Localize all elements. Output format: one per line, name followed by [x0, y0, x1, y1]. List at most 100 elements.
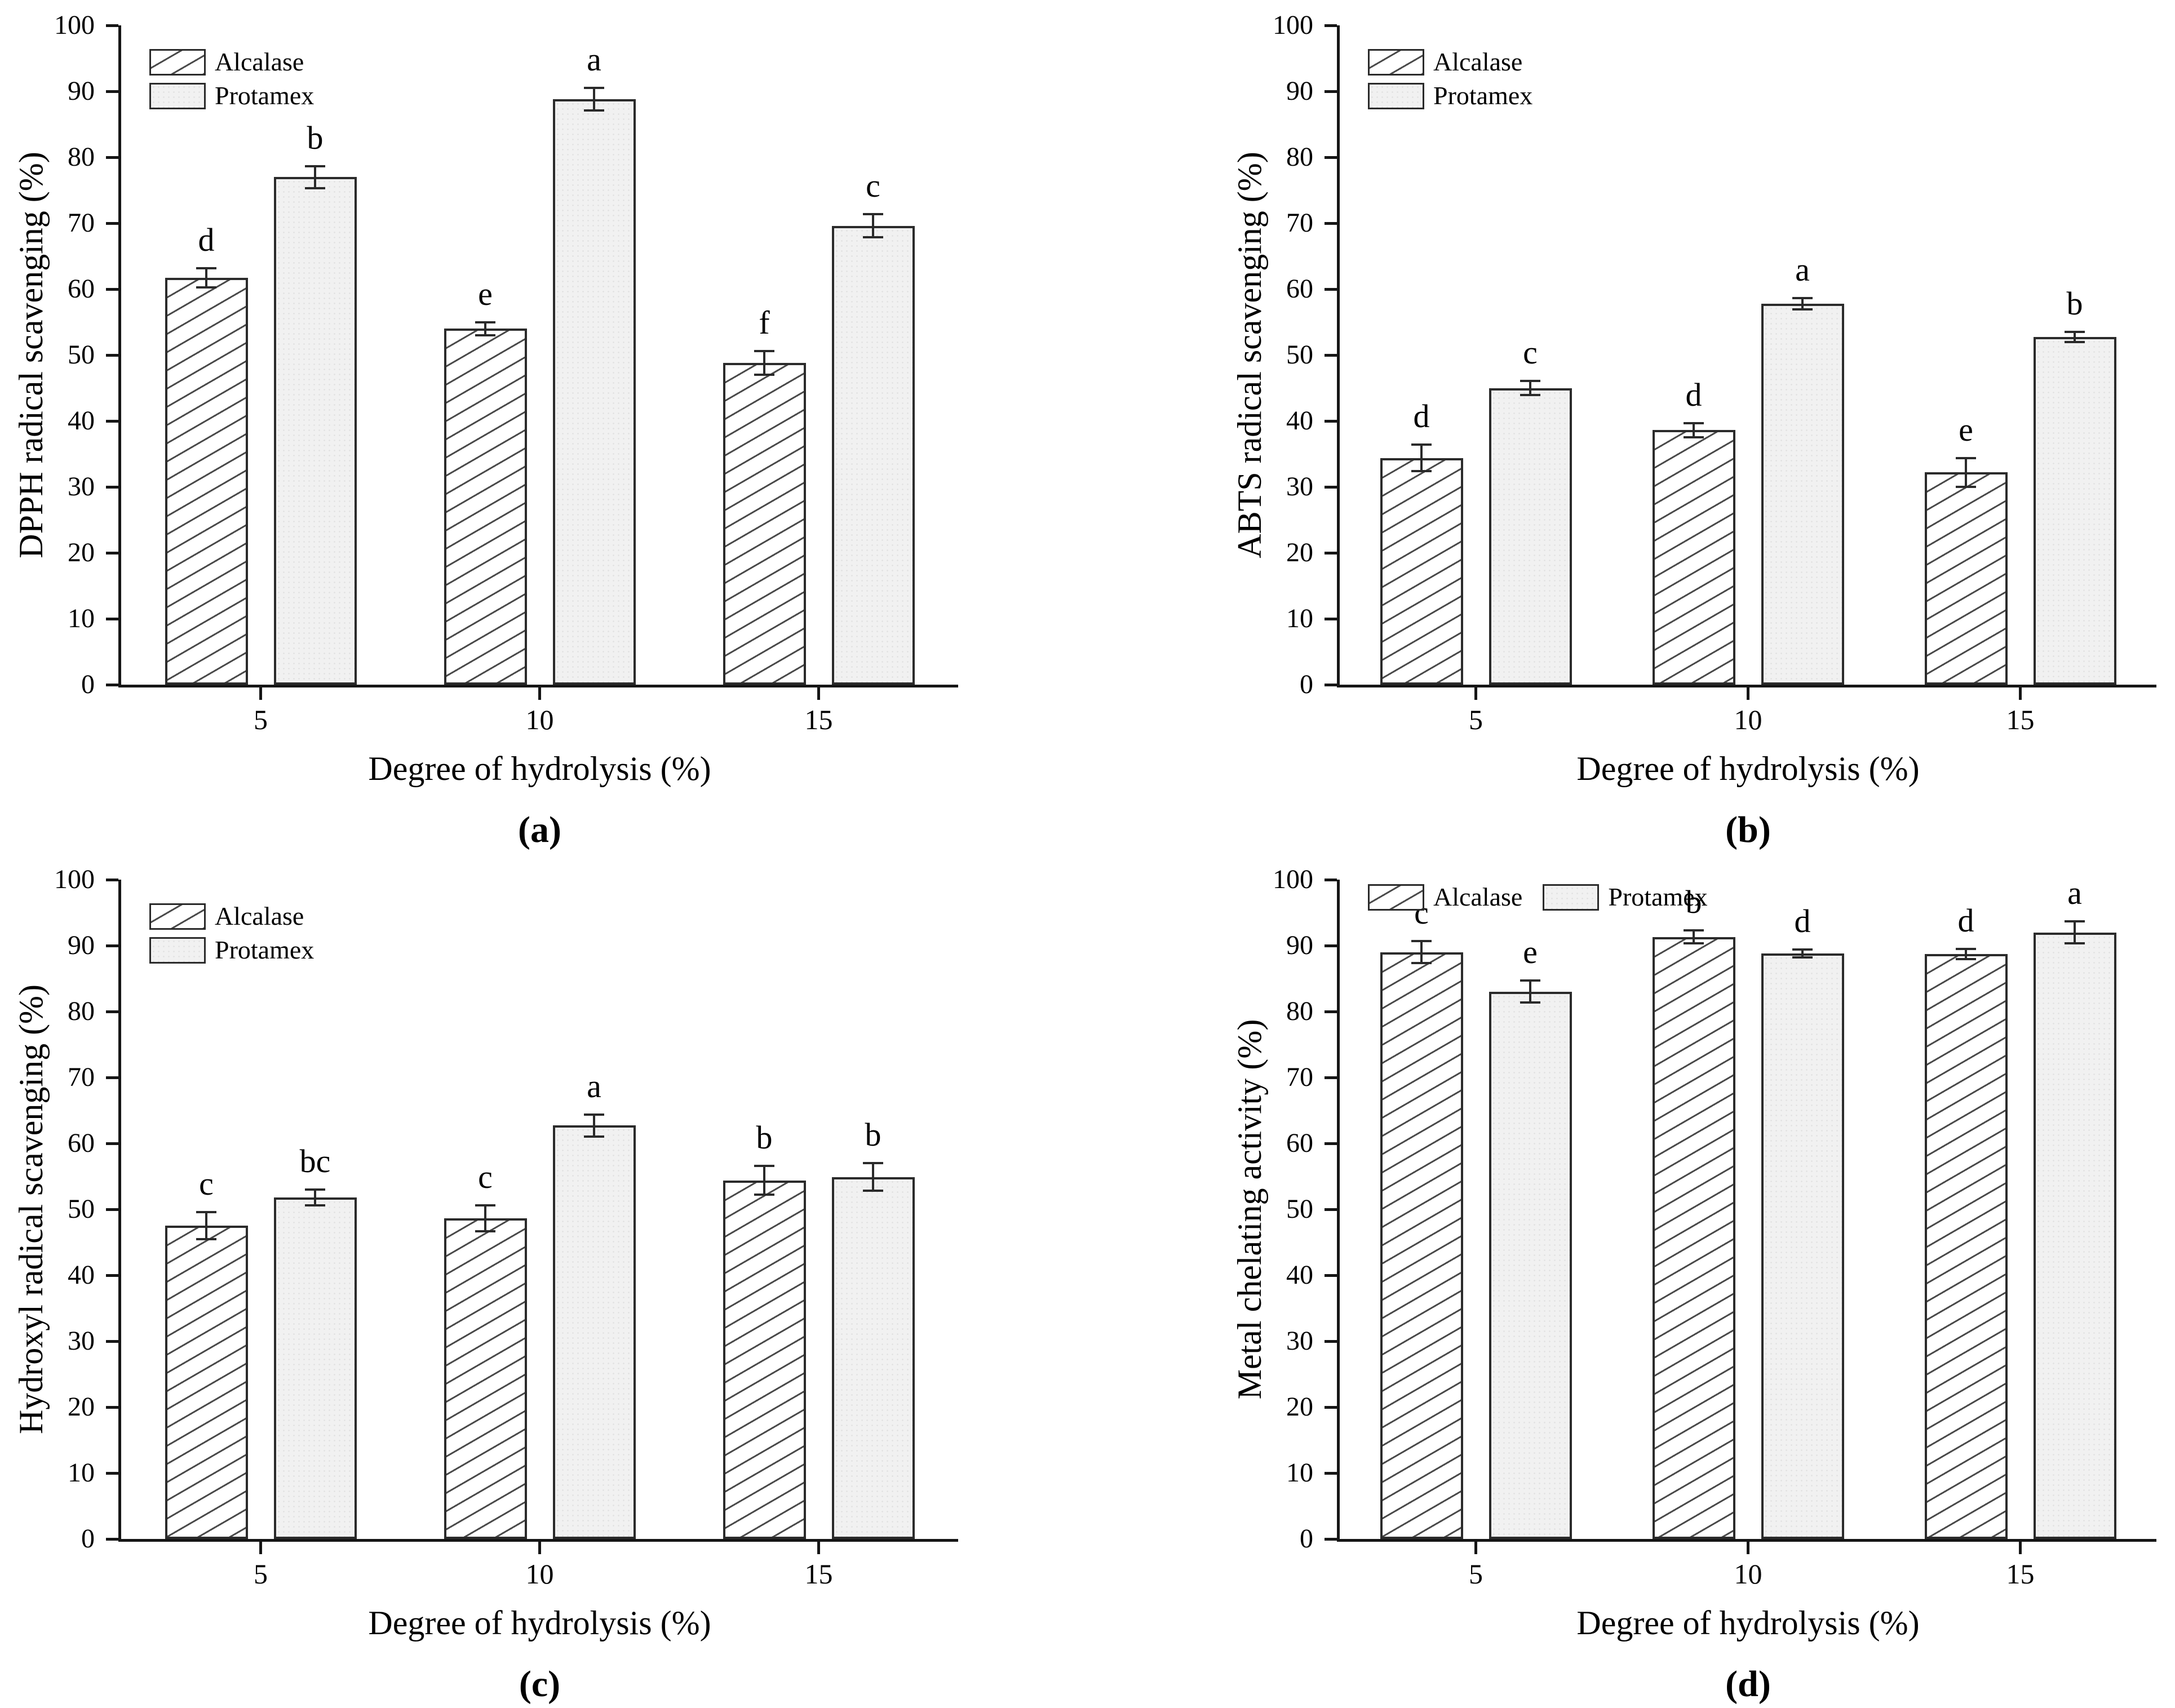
x-tick	[1474, 1542, 1477, 1554]
legend-item-protamex: Protamex	[149, 936, 314, 964]
y-tick	[106, 486, 118, 489]
sig-letter: d	[1413, 398, 1430, 435]
bar-alcalase-5	[165, 278, 248, 685]
bar-protamex-10	[552, 99, 636, 685]
legend-swatch-alcalase	[1368, 884, 1424, 911]
bar-alcalase-5	[1380, 458, 1463, 685]
y-axis-title: Hydroxyl radical scavenging (%)	[12, 984, 50, 1435]
error-bar-cap-bottom	[1411, 469, 1432, 472]
bar-protamex-5	[1489, 991, 1572, 1539]
legend: Alcalase Protamex	[1368, 883, 1708, 911]
panel-caption: (c)	[519, 1663, 561, 1705]
y-tick-label: 0	[1300, 669, 1313, 699]
x-tick	[2019, 687, 2022, 700]
error-bar-line	[763, 1167, 765, 1194]
error-bar-cap-bottom	[1520, 1001, 1540, 1004]
error-bar-cap-top	[1411, 443, 1432, 446]
x-axis-line	[118, 1539, 958, 1542]
y-tick	[106, 684, 118, 686]
error-bar-cap-bottom	[196, 286, 216, 289]
y-tick	[106, 90, 118, 93]
legend-swatch-protamex	[1543, 884, 1600, 911]
bar-alcalase-5	[1380, 952, 1463, 1539]
error-bar-cap-bottom	[584, 1135, 604, 1138]
y-tick	[106, 1538, 118, 1541]
error-bar-cap-top	[2065, 920, 2085, 923]
chart-panel-b: 0 10 20 30 40 50 60 70 80 90 100 5 d c 10 d a 15 e b ABTS ra…	[1088, 0, 2175, 854]
error-bar-cap-top	[863, 212, 883, 215]
bar-protamex-15	[2033, 932, 2116, 1539]
x-tick	[259, 687, 262, 700]
x-tick	[1474, 687, 1477, 700]
legend-item-alcalase: Alcalase	[149, 902, 314, 930]
bar-protamex-10	[1761, 303, 1844, 685]
bar-alcalase-15	[1924, 472, 2008, 685]
y-tick-label: 0	[81, 669, 95, 699]
y-tick-label: 70	[1286, 1062, 1313, 1092]
sig-letter: b	[2066, 285, 2083, 322]
error-bar-line	[484, 1206, 486, 1231]
legend-label-protamex: Protamex	[215, 935, 314, 964]
sig-letter: d	[1685, 376, 1702, 413]
legend-swatch-protamex	[149, 82, 206, 109]
legend-item-protamex: Protamex	[1368, 82, 1532, 110]
legend-item-alcalase: Alcalase	[149, 48, 314, 76]
y-tick-label: 0	[1300, 1524, 1313, 1554]
panel-caption: (a)	[518, 809, 561, 850]
x-tick	[1747, 1542, 1749, 1554]
error-bar-line	[314, 167, 316, 187]
error-bar-cap-bottom	[196, 1238, 216, 1241]
x-tick-label: 5	[254, 1558, 268, 1590]
y-tick	[106, 552, 118, 554]
error-bar-cap-bottom	[1792, 956, 1813, 959]
y-tick	[1325, 1406, 1337, 1409]
y-tick	[106, 24, 118, 27]
x-axis-line	[1337, 1539, 2156, 1542]
x-tick	[1747, 687, 1749, 700]
x-tick	[2019, 1542, 2022, 1554]
y-tick-label: 10	[68, 604, 95, 633]
legend-item-protamex: Protamex	[1543, 883, 1708, 911]
y-tick-label: 40	[68, 1260, 95, 1290]
y-tick	[106, 354, 118, 357]
y-tick	[1325, 156, 1337, 159]
error-bar-line	[593, 1115, 595, 1135]
error-bar-cap-top	[475, 321, 495, 323]
y-tick-label: 50	[1286, 340, 1313, 370]
panel-caption: (b)	[1725, 809, 1771, 850]
error-bar-cap-top	[196, 1211, 216, 1214]
x-tick	[817, 1542, 820, 1554]
error-bar-cap-top	[584, 1113, 604, 1116]
y-tick	[1325, 90, 1337, 93]
sig-letter: e	[1959, 411, 1973, 448]
sig-letter: c	[1523, 334, 1538, 371]
y-tick	[106, 1274, 118, 1277]
sig-letter: d	[198, 221, 215, 258]
error-bar-cap-top	[305, 1188, 325, 1191]
y-tick-label: 20	[1286, 538, 1313, 567]
y-tick	[106, 618, 118, 620]
error-bar-line	[1965, 950, 1967, 959]
error-bar-cap-bottom	[584, 109, 604, 112]
x-axis-title: Degree of hydrolysis (%)	[1576, 750, 1920, 787]
error-bar-line	[1965, 459, 1967, 486]
legend-swatch-alcalase	[149, 903, 206, 930]
error-bar-cap-bottom	[475, 1230, 495, 1233]
x-tick-label: 10	[1734, 704, 1762, 735]
bar-protamex-15	[2033, 337, 2116, 685]
y-tick	[1325, 1208, 1337, 1211]
x-axis-title: Degree of hydrolysis (%)	[368, 750, 711, 787]
error-bar-line	[1529, 982, 1531, 1002]
legend-label-alcalase: Alcalase	[1433, 47, 1523, 76]
y-tick-label: 30	[1286, 1326, 1313, 1356]
y-tick	[106, 1406, 118, 1409]
sig-letter: a	[2067, 875, 2082, 912]
y-tick-label: 100	[54, 864, 95, 894]
error-bar-cap-top	[196, 267, 216, 269]
error-bar-line	[314, 1191, 316, 1204]
y-tick-label: 30	[1286, 472, 1313, 502]
error-bar-cap-top	[1956, 948, 1976, 951]
y-tick	[1325, 1142, 1337, 1145]
y-tick	[1325, 879, 1337, 881]
error-bar-cap-top	[305, 165, 325, 167]
